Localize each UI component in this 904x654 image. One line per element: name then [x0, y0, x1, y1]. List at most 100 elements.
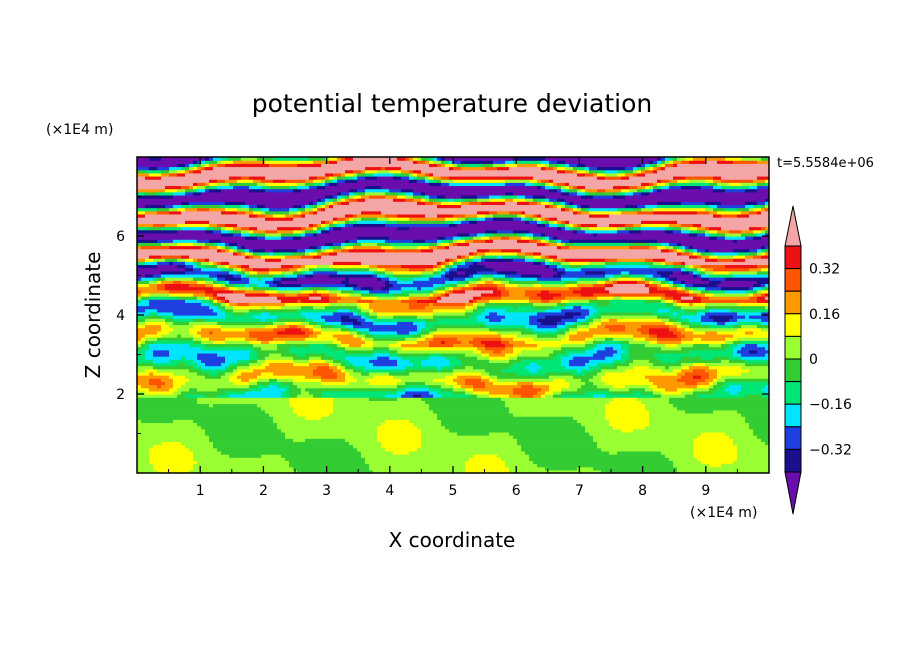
- field-cell: [577, 412, 582, 417]
- field-cell: [313, 422, 318, 427]
- field-cell: [521, 466, 526, 471]
- field-cell: [597, 428, 602, 433]
- field-cell: [137, 450, 142, 455]
- field-cell: [241, 444, 246, 449]
- field-cell: [617, 435, 622, 439]
- field-cell: [765, 447, 769, 452]
- field-cell: [249, 435, 254, 439]
- field-cell: [681, 463, 686, 468]
- field-cell: [265, 441, 270, 446]
- field-cell: [321, 447, 326, 452]
- field-cell: [309, 469, 314, 473]
- field-cell: [277, 463, 282, 468]
- field-cell: [473, 412, 478, 417]
- field-cell: [237, 431, 242, 436]
- field-cell: [361, 463, 366, 468]
- field-cell: [541, 422, 546, 427]
- field-cell: [425, 425, 430, 430]
- field-cell: [249, 450, 254, 455]
- field-cell: [429, 454, 434, 458]
- field-cell: [677, 438, 682, 442]
- field-cell: [693, 454, 698, 458]
- field-cell: [141, 457, 146, 461]
- field-cell: [753, 428, 758, 433]
- field-cell: [725, 454, 730, 458]
- field-cell: [181, 466, 186, 471]
- field-cell: [441, 419, 446, 424]
- field-cell: [377, 444, 382, 449]
- field-cell: [633, 412, 638, 417]
- field-cell: [413, 457, 418, 461]
- field-cell: [649, 457, 654, 461]
- field-cell: [201, 463, 206, 468]
- field-cell: [629, 460, 634, 465]
- field-cell: [645, 435, 650, 439]
- field-cell: [641, 419, 646, 424]
- field-cell: [137, 438, 142, 442]
- field-cell: [625, 450, 630, 455]
- field-cell: [493, 457, 498, 461]
- field-cell: [473, 447, 478, 452]
- field-cell: [477, 457, 482, 461]
- field-cell: [265, 419, 270, 424]
- field-cell: [577, 425, 582, 430]
- field-cell: [457, 422, 462, 427]
- field-cell: [297, 454, 302, 458]
- field-cell: [401, 425, 406, 430]
- field-cell: [253, 419, 258, 424]
- field-cell: [697, 441, 702, 446]
- field-cell: [433, 428, 438, 433]
- field-cell: [669, 438, 674, 442]
- field-cell: [317, 447, 322, 452]
- field-cell: [669, 454, 674, 458]
- field-cell: [321, 460, 326, 465]
- field-cell: [433, 460, 438, 465]
- field-cell: [329, 450, 334, 455]
- field-cell: [229, 431, 234, 436]
- field-cell: [285, 447, 290, 452]
- field-cell: [597, 444, 602, 449]
- field-cell: [373, 425, 378, 430]
- field-cell: [301, 469, 306, 473]
- field-cell: [321, 419, 326, 424]
- field-cell: [533, 428, 538, 433]
- field-cell: [365, 416, 370, 420]
- field-cell: [593, 450, 598, 455]
- field-cell: [613, 447, 618, 452]
- field-cell: [209, 419, 214, 424]
- field-cell: [397, 457, 402, 461]
- field-cell: [693, 447, 698, 452]
- field-cell: [761, 416, 766, 420]
- field-cell: [241, 412, 246, 417]
- field-cell: [457, 419, 462, 424]
- field-cell: [689, 450, 694, 455]
- field-cell: [677, 466, 682, 471]
- field-cell: [725, 431, 730, 436]
- field-cell: [317, 457, 322, 461]
- field-cell: [573, 422, 578, 427]
- field-cell: [481, 438, 486, 442]
- field-cell: [389, 412, 394, 417]
- field-cell: [149, 416, 154, 420]
- field-cell: [149, 447, 154, 452]
- field-cell: [593, 466, 598, 471]
- field-cell: [457, 454, 462, 458]
- field-cell: [577, 419, 582, 424]
- field-cell: [765, 457, 769, 461]
- field-cell: [149, 441, 154, 446]
- field-cell: [245, 422, 250, 427]
- field-cell: [473, 457, 478, 461]
- field-cell: [745, 431, 750, 436]
- field-cell: [449, 425, 454, 430]
- field-cell: [661, 450, 666, 455]
- field-cell: [289, 454, 294, 458]
- field-cell: [261, 419, 266, 424]
- field-cell: [725, 460, 730, 465]
- field-cell: [649, 469, 654, 473]
- field-cell: [209, 444, 214, 449]
- field-cell: [697, 435, 702, 439]
- field-cell: [661, 412, 666, 417]
- field-cell: [329, 444, 334, 449]
- field-cell: [605, 454, 610, 458]
- field-cell: [357, 466, 362, 471]
